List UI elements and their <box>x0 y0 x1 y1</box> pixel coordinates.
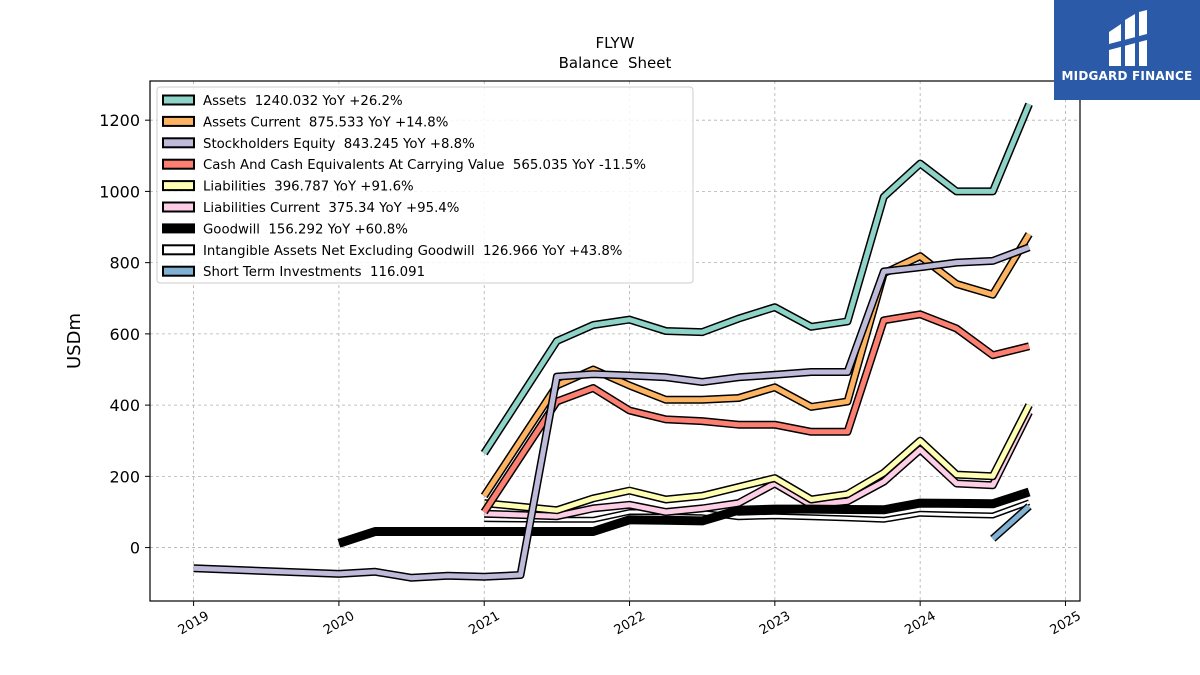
x-tick-label: 2021 <box>466 609 502 639</box>
series-liabilities-current <box>484 410 1033 521</box>
series-line <box>991 504 1031 541</box>
legend-label: Stockholders Equity 843.245 YoY +8.8% <box>203 137 475 152</box>
y-tick-label: 1000 <box>99 182 140 201</box>
series-assets <box>480 102 1033 456</box>
brand-logo: MIDGARD FINANCE <box>1054 0 1200 100</box>
legend-label: Assets 1240.032 YoY +26.2% <box>203 94 403 109</box>
series-line <box>337 487 1031 548</box>
x-tick-label: 2019 <box>176 609 212 639</box>
series-goodwill <box>337 487 1031 548</box>
legend-swatch <box>162 115 195 127</box>
legend-swatch <box>162 158 195 170</box>
legend-item: Stockholders Equity 843.245 YoY +8.8% <box>162 137 475 152</box>
x-tick-label: 2023 <box>757 609 793 639</box>
chart-title: FLYW <box>596 34 635 52</box>
brand-name: MIDGARD FINANCE <box>1061 69 1193 83</box>
series-liabilities <box>483 403 1033 515</box>
legend-item: Short Term Investments 116.091 <box>162 265 425 280</box>
legend: Assets 1240.032 YoY +26.2% Assets Current… <box>156 86 694 284</box>
legend-box <box>156 86 694 284</box>
legend-label: Cash And Cash Equivalents At Carrying Va… <box>203 158 646 173</box>
x-tick-label: 2025 <box>1048 609 1084 639</box>
y-tick-label: 400 <box>109 396 140 415</box>
legend-swatch <box>162 180 195 192</box>
legend-label: Intangible Assets Net Excluding Goodwill… <box>203 244 622 259</box>
legend-item: Liabilities 396.787 YoY +91.6% <box>162 180 414 195</box>
plot-frame <box>149 80 1081 602</box>
series-line <box>484 411 1032 519</box>
legend-swatch <box>162 201 195 213</box>
series-intangible-assets-net-excluding-goodwill <box>484 499 1031 523</box>
legend-swatch <box>162 265 195 277</box>
legend-item: Intangible Assets Net Excluding Goodwill… <box>162 244 622 259</box>
series-cash-and-cash-equivalents-at-carrying-value <box>480 310 1031 515</box>
series-line <box>193 244 1030 581</box>
legend-label: Liabilities Current 375.34 YoY +95.4% <box>203 201 459 216</box>
series-line <box>482 311 1030 514</box>
legend-swatch <box>162 94 195 106</box>
series-line <box>483 403 1032 513</box>
brand-mark-icon <box>1109 10 1147 66</box>
y-tick-label: 800 <box>109 254 140 273</box>
y-tick-label: 1200 <box>99 111 140 130</box>
legend-swatch <box>162 137 195 149</box>
y-axis-label: USDm <box>64 313 85 369</box>
legend-item: Goodwill 156.292 YoY +60.8% <box>162 222 408 237</box>
x-tick-label: 2022 <box>612 609 648 639</box>
legend-label: Short Term Investments 116.091 <box>203 265 425 280</box>
series-layer <box>193 102 1033 582</box>
series-line <box>482 103 1032 455</box>
legend-item: Assets 1240.032 YoY +26.2% <box>162 94 403 109</box>
y-tick-label: 200 <box>109 467 140 486</box>
series-stockholders-equity <box>193 243 1031 582</box>
legend-item: Cash And Cash Equivalents At Carrying Va… <box>162 158 646 173</box>
legend-swatch <box>162 223 195 234</box>
legend-label: Goodwill 156.292 YoY +60.8% <box>203 222 408 237</box>
y-tick-label: 0 <box>130 539 140 558</box>
series-short-term-investments <box>990 503 1032 542</box>
y-tick-label: 600 <box>109 325 140 344</box>
x-tick-label: 2024 <box>902 609 938 639</box>
legend-label: Liabilities 396.787 YoY +91.6% <box>203 180 414 195</box>
legend-item: Assets Current 875.533 YoY +14.8% <box>162 115 448 130</box>
legend-label: Assets Current 875.533 YoY +14.8% <box>203 115 448 130</box>
series-line <box>484 500 1030 522</box>
legend-item: Liabilities Current 375.34 YoY +95.4% <box>162 201 459 216</box>
chart-subtitle: Balance Sheet <box>559 54 672 72</box>
x-tick-label: 2020 <box>321 609 357 639</box>
legend-swatch <box>162 244 195 256</box>
